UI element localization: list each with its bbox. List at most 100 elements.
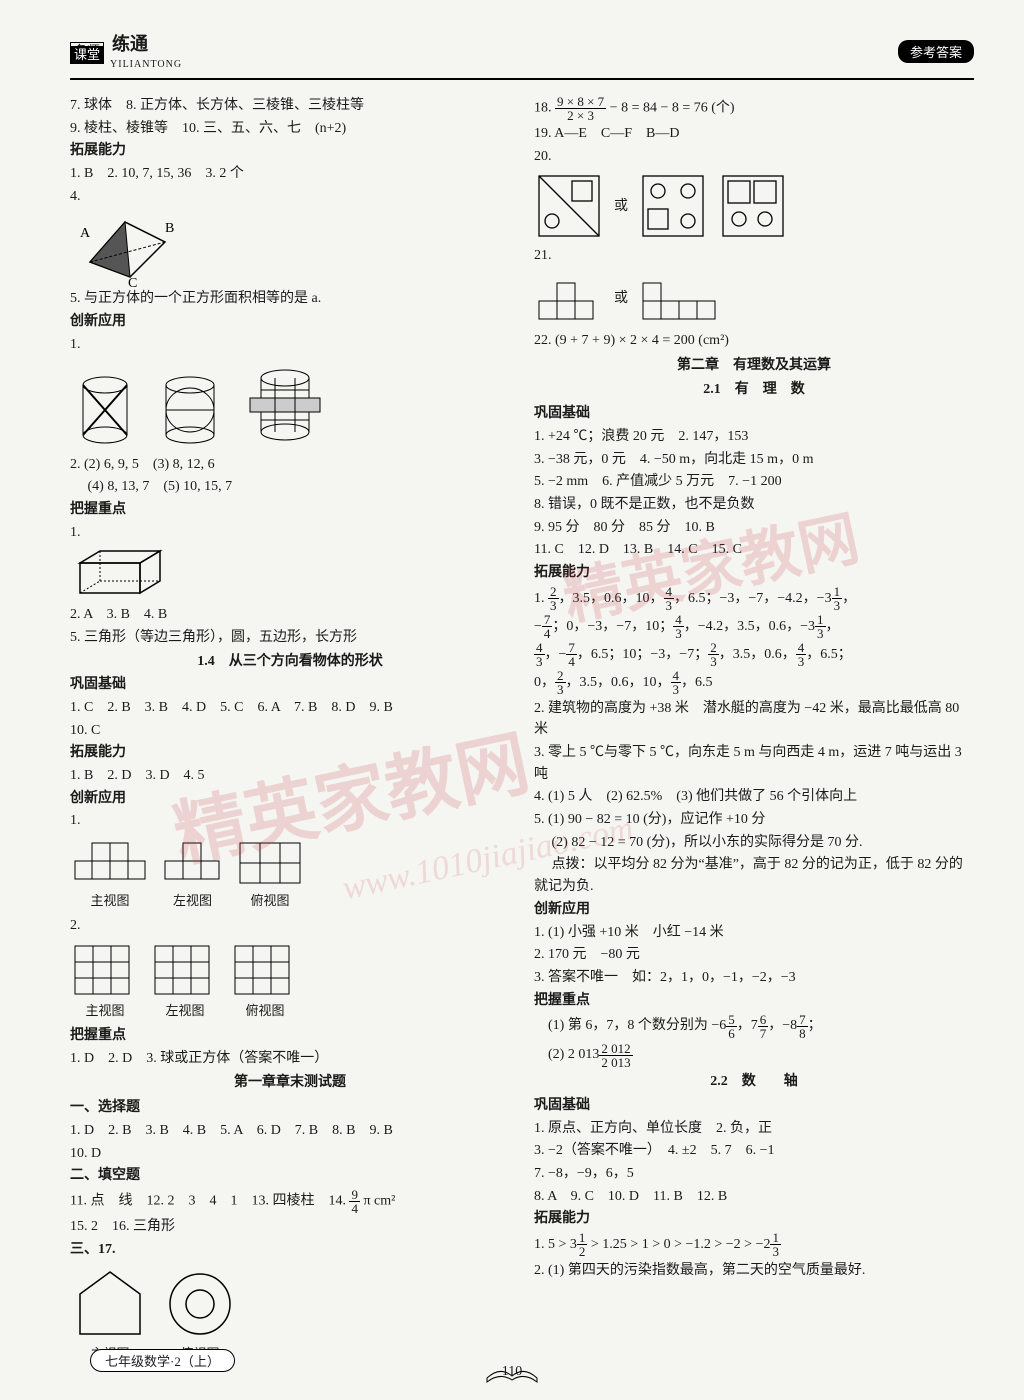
chuangxin-r: 创新应用 (534, 899, 974, 921)
l7: 7. 球体 8. 正方体、长方体、三棱锥、三棱柱等 (70, 95, 510, 117)
t5-2: (2) 82 − 12 = 70 (分)，所以小东的实际得分是 70 分. (534, 832, 974, 854)
q20-figs: 或 (534, 171, 974, 241)
sec22: 2.2 数 轴 (534, 1071, 974, 1093)
ring-fig (160, 1264, 240, 1344)
bawo: 把握重点 (70, 499, 510, 521)
q21-a (534, 271, 604, 326)
two-column-layout: 7. 球体 8. 正方体、长方体、三棱锥、三棱柱等 9. 棱柱、棱锥等 10. … (70, 94, 974, 1368)
l2-4: (4) 8, 13, 7 (5) 10, 15, 7 (70, 476, 510, 498)
tuozhan2-r: 拓展能力 (534, 1208, 974, 1230)
r18: 18. 9 × 8 × 72 × 3 − 8 = 84 − 8 = 76 (个) (534, 95, 974, 122)
san: 三、17. (70, 1239, 510, 1261)
left-view-2 (150, 941, 220, 1001)
gg10: 10. C (70, 720, 510, 742)
q21-figs: 或 (534, 271, 974, 326)
l2-2: 2. (2) 6, 9, 5 (3) 8, 12, 6 (70, 454, 510, 476)
r19: 19. A—E C—F B—D (534, 123, 974, 145)
cx1: 1. (70, 334, 510, 356)
label-B: B (165, 221, 174, 236)
er: 二、填空题 (70, 1165, 510, 1187)
cyl-1 (70, 370, 140, 450)
header-badge: 参考答案 (898, 40, 974, 63)
tz1: 1. B 2. D 3. D 4. 5 (70, 765, 510, 787)
yi: 一、选择题 (70, 1097, 510, 1119)
bw2-r: (2) 2 0132 0122 013 (534, 1041, 974, 1069)
er11: 11. 点 线 12. 2 3 4 1 13. 四棱柱 14. 94 π cm² (70, 1188, 510, 1215)
label-main-2: 主视图 (85, 1001, 124, 1021)
q20-c (718, 171, 788, 241)
g3: 3. −38 元，0 元 4. −50 m，向北走 15 m，0 m (534, 449, 974, 471)
t2: 2. 建筑物的高度为 +38 米 潜水艇的高度为 −42 米，最高比最低高 80… (534, 698, 974, 741)
header-title-group: 练通 YILIANTONG (108, 30, 182, 72)
views-row-1: 主视图 左视图 俯视图 (70, 836, 510, 911)
g11: 11. C 12. D 13. B 14. C 15. C (534, 539, 974, 561)
gg3-r: 3. −2（答案不唯一） 4. ±2 5. 7 6. −1 (534, 1140, 974, 1162)
gg8-r: 8. A 9. C 10. D 11. B 12. B (534, 1186, 974, 1208)
bawo-r: 把握重点 (534, 990, 974, 1012)
tz2-r: 2. (1) 第四天的污染指数最高，第二天的空气质量最好. (534, 1260, 974, 1282)
bw1-r: (1) 第 6，7，8 个数分别为 −656，767，−878； (534, 1012, 974, 1040)
t5-3: 点拨：以平均分 82 分为“基准”，高于 82 分的记为正，低于 82 分的就记… (534, 854, 974, 897)
r20: 20. (534, 146, 974, 168)
chap1: 第一章章末测试题 (70, 1072, 510, 1094)
cyl-3 (240, 360, 330, 450)
footer: 110 (0, 1358, 1024, 1386)
pentagon-fig (70, 1264, 150, 1344)
t5-1: 5. (1) 90 − 82 = 10 (分)，应记作 +10 分 (534, 809, 974, 831)
left-view-1 (160, 836, 225, 891)
stamp-2-wrap: 课堂 (70, 46, 108, 64)
cuboid-figure (70, 543, 180, 603)
yi10: 10. D (70, 1143, 510, 1165)
label-main-1: 主视图 (90, 891, 129, 911)
label-left-1: 左视图 (173, 891, 212, 911)
chap2: 第二章 有理数及其运算 (534, 355, 974, 377)
g9: 9. 95 分 80 分 85 分 10. B (534, 517, 974, 539)
gg7-r: 7. −8，−9，6，5 (534, 1163, 974, 1185)
top-view-2 (230, 941, 300, 1001)
label-C: C (128, 276, 137, 287)
q20-a (534, 171, 604, 241)
g5: 5. −2 mm 6. 产值减少 5 万元 7. −1 200 (534, 471, 974, 493)
header-pinyin: YILIANTONG (110, 59, 182, 70)
t4: 4. (1) 5 人 (2) 62.5% (3) 他们共做了 56 个引体向上 (534, 786, 974, 808)
gonggu: 巩固基础 (70, 674, 510, 696)
cx2-1: 1. (70, 810, 510, 832)
right-column: 18. 9 × 8 × 72 × 3 − 8 = 84 − 8 = 76 (个)… (534, 94, 974, 1368)
header-left: 名师 练通 YILIANTONG (70, 30, 898, 72)
or-1: 或 (614, 196, 628, 218)
t3: 3. 零上 5 ℃与零下 5 ℃，向东走 5 m 与向西走 4 m，运进 7 吨… (534, 742, 974, 785)
bawo2: 把握重点 (70, 1025, 510, 1047)
c1: 1. (1) 小强 +10 米 小红 −14 米 (534, 922, 974, 944)
label-left-2: 左视图 (165, 1001, 204, 1021)
chuangxin2: 创新应用 (70, 788, 510, 810)
main-view-1 (70, 836, 150, 891)
t1: 1. 23，3.5，0.6，10，43，6.5；−3，−7，−4.2，−313，… (534, 585, 974, 697)
bw1: 1. (70, 522, 510, 604)
bw2: 2. A 3. B 4. B (70, 604, 510, 626)
l9: 9. 棱柱、棱锥等 10. 三、五、六、七 (n+2) (70, 118, 510, 140)
gg1-r: 1. 原点、正方向、单位长度 2. 负，正 (534, 1118, 974, 1140)
or-2: 或 (614, 288, 628, 310)
tz1-r: 1. 5 > 312 > 1.25 > 1 > 0 > −1.2 > −2 > … (534, 1231, 974, 1259)
label-A: A (80, 226, 91, 241)
l5: 5. 与正方体的一个正方形面积相等的是 a. (70, 288, 510, 310)
sec21: 2.1 有 理 数 (534, 379, 974, 401)
g8: 8. 错误，0 既不是正数，也不是负数 (534, 494, 974, 516)
tuozhan: 拓展能力 (70, 140, 510, 162)
cyl-2 (150, 370, 230, 450)
header-title: 练通 (112, 34, 148, 54)
top-view-1 (235, 836, 305, 891)
views-row-2: 主视图 左视图 俯视图 (70, 941, 510, 1021)
page-header: 名师 练通 YILIANTONG 参考答案 (70, 30, 974, 80)
stamp-2: 课堂 (70, 46, 104, 64)
gonggu-r: 巩固基础 (534, 403, 974, 425)
bw5: 5. 三角形（等边三角形），圆，五边形，长方形 (70, 627, 510, 649)
q20-b (638, 171, 708, 241)
tuozhan2: 拓展能力 (70, 742, 510, 764)
tuozhan-r: 拓展能力 (534, 562, 974, 584)
r21: 21. (534, 245, 974, 267)
label-top-2: 俯视图 (245, 1001, 284, 1021)
sec14: 1.4 从三个方向看物体的形状 (70, 651, 510, 673)
chuangxin: 创新应用 (70, 311, 510, 333)
prism-figure: A B C (70, 207, 180, 287)
